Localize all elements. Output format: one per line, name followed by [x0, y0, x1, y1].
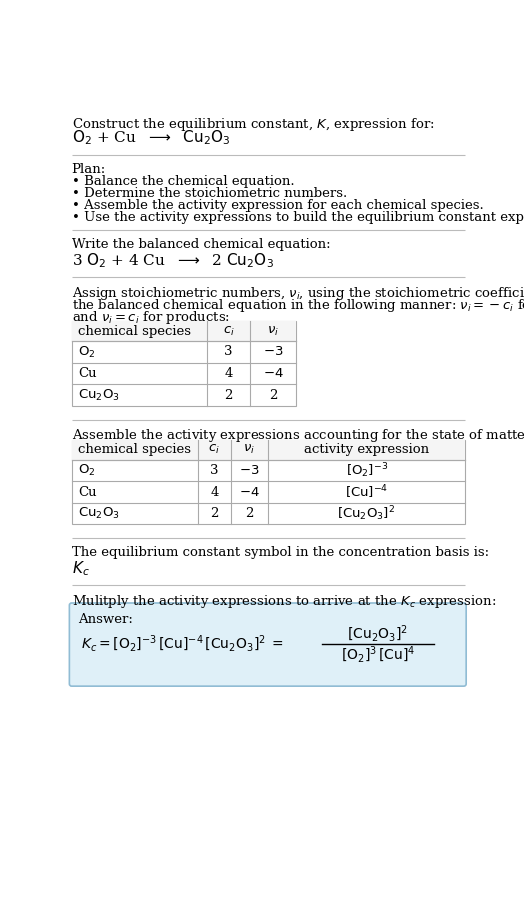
Text: $[\mathrm{Cu_2O_3}]^{2}$: $[\mathrm{Cu_2O_3}]^{2}$: [337, 504, 396, 523]
Text: $[\mathrm{O_2}]^{-3}$: $[\mathrm{O_2}]^{-3}$: [345, 461, 388, 480]
Text: $\mathrm{Cu_2O_3}$: $\mathrm{Cu_2O_3}$: [78, 387, 119, 403]
Text: $\mathrm{Cu_2O_3}$: $\mathrm{Cu_2O_3}$: [78, 506, 119, 521]
Text: $K_c$: $K_c$: [72, 559, 90, 578]
Text: $-4$: $-4$: [239, 485, 259, 499]
Text: 2: 2: [269, 388, 277, 402]
Text: • Determine the stoichiometric numbers.: • Determine the stoichiometric numbers.: [72, 187, 347, 200]
Text: • Assemble the activity expression for each chemical species.: • Assemble the activity expression for e…: [72, 199, 484, 212]
Text: Answer:: Answer:: [78, 613, 133, 626]
Text: 3: 3: [210, 464, 219, 477]
Text: chemical species: chemical species: [78, 443, 191, 457]
Text: $K_c = [\mathrm{O_2}]^{-3}\,[\mathrm{Cu}]^{-4}\,[\mathrm{Cu_2O_3}]^{2}\;=$: $K_c = [\mathrm{O_2}]^{-3}\,[\mathrm{Cu}…: [81, 634, 284, 654]
Text: Cu: Cu: [78, 367, 96, 380]
Bar: [72, 321, 297, 405]
Text: 2: 2: [224, 388, 233, 402]
Bar: [72, 440, 465, 459]
Text: Construct the equilibrium constant, $K$, expression for:: Construct the equilibrium constant, $K$,…: [72, 116, 434, 132]
Text: 4: 4: [224, 367, 233, 380]
Bar: [72, 440, 465, 524]
Text: activity expression: activity expression: [304, 443, 429, 457]
Text: $\mathrm{O_2}$ + Cu  $\longrightarrow$  $\mathrm{Cu_2O_3}$: $\mathrm{O_2}$ + Cu $\longrightarrow$ $\…: [72, 129, 230, 147]
Text: $\nu_i$: $\nu_i$: [267, 325, 279, 338]
Text: 2: 2: [210, 507, 219, 521]
Text: 3 $\mathrm{O_2}$ + 4 Cu  $\longrightarrow$  2 $\mathrm{Cu_2O_3}$: 3 $\mathrm{O_2}$ + 4 Cu $\longrightarrow…: [72, 251, 274, 270]
Text: Mulitply the activity expressions to arrive at the $K_c$ expression:: Mulitply the activity expressions to arr…: [72, 593, 496, 610]
Text: 3: 3: [224, 345, 233, 359]
Text: 4: 4: [210, 485, 219, 499]
Text: $\nu_i$: $\nu_i$: [243, 443, 255, 457]
Text: Cu: Cu: [78, 485, 96, 499]
Text: Assign stoichiometric numbers, $\nu_i$, using the stoichiometric coefficients, $: Assign stoichiometric numbers, $\nu_i$, …: [72, 285, 524, 302]
Text: $\mathrm{O_2}$: $\mathrm{O_2}$: [78, 463, 95, 478]
Text: Plan:: Plan:: [72, 163, 106, 175]
Text: • Balance the chemical equation.: • Balance the chemical equation.: [72, 175, 294, 188]
Text: Assemble the activity expressions accounting for the state of matter and $\nu_i$: Assemble the activity expressions accoun…: [72, 427, 524, 444]
Text: 2: 2: [245, 507, 254, 521]
Text: the balanced chemical equation in the following manner: $\nu_i = -c_i$ for react: the balanced chemical equation in the fo…: [72, 297, 524, 314]
Text: $-4$: $-4$: [263, 367, 283, 380]
Text: • Use the activity expressions to build the equilibrium constant expression.: • Use the activity expressions to build …: [72, 210, 524, 224]
Text: $-3$: $-3$: [239, 464, 259, 477]
Text: The equilibrium constant symbol in the concentration basis is:: The equilibrium constant symbol in the c…: [72, 546, 489, 559]
Text: and $\nu_i = c_i$ for products:: and $\nu_i = c_i$ for products:: [72, 309, 230, 325]
Text: Write the balanced chemical equation:: Write the balanced chemical equation:: [72, 238, 330, 251]
Text: $-3$: $-3$: [263, 345, 283, 359]
Text: $\mathrm{O_2}$: $\mathrm{O_2}$: [78, 344, 95, 360]
Text: $c_i$: $c_i$: [209, 443, 220, 457]
Text: $c_i$: $c_i$: [223, 325, 235, 338]
FancyBboxPatch shape: [69, 603, 466, 686]
Text: $[\mathrm{Cu}]^{-4}$: $[\mathrm{Cu}]^{-4}$: [345, 484, 388, 501]
Text: $[\mathrm{O_2}]^{3}\,[\mathrm{Cu}]^{4}$: $[\mathrm{O_2}]^{3}\,[\mathrm{Cu}]^{4}$: [341, 645, 415, 664]
Text: $[\mathrm{Cu_2O_3}]^{2}$: $[\mathrm{Cu_2O_3}]^{2}$: [347, 624, 408, 644]
Bar: [72, 321, 297, 342]
Text: chemical species: chemical species: [78, 325, 191, 338]
